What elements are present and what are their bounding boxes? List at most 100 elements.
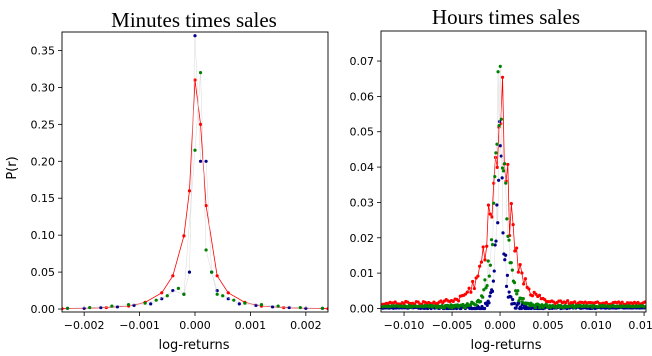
hours-data-point (488, 212, 492, 216)
hours-data-point (643, 300, 646, 304)
hours-y-tick-label: 0.07 (350, 55, 375, 68)
hours-data-point (498, 64, 502, 68)
hours-data-point (521, 297, 525, 301)
minutes-x-tick-label: −0.001 (119, 319, 160, 332)
hours-data-point (498, 144, 502, 148)
minutes-data-point (282, 305, 286, 310)
minutes-series-2 (65, 34, 325, 310)
hours-data-point (518, 263, 522, 267)
minutes-y-tick-label: 0.30 (31, 81, 56, 94)
hours-data-point (471, 279, 475, 284)
minutes-y-tick-label: 0.05 (31, 266, 56, 279)
hours-data-point (510, 268, 514, 272)
hours-data-point (534, 292, 538, 296)
minutes-chart: Minutes times sales log-returns P(r) 0.0… (5, 8, 329, 353)
hours-data-point (573, 300, 577, 304)
hours-data-point (483, 278, 487, 282)
minutes-data-point (182, 234, 186, 238)
hours-data-point (516, 270, 520, 274)
minutes-data-point (210, 270, 214, 274)
minutes-series-1-line (62, 79, 328, 310)
minutes-data-point (215, 292, 219, 296)
hours-data-point (500, 166, 505, 170)
minutes-data-point (276, 304, 280, 308)
hours-data-point (505, 217, 509, 221)
hours-y-tick-label: 0.02 (350, 232, 375, 245)
hours-series-1 (381, 75, 646, 307)
minutes-axes-frame (61, 31, 329, 313)
minutes-data-point (160, 291, 164, 295)
hours-data-point (507, 290, 511, 294)
hours-data-point (503, 258, 507, 262)
hours-data-point (495, 203, 499, 207)
minutes-y-tick-label: 0.25 (31, 118, 56, 131)
hours-data-point (489, 238, 494, 242)
minutes-series-1 (62, 78, 328, 311)
hours-data-point (544, 302, 548, 306)
minutes-data-point (187, 189, 192, 193)
minutes-x-tick-label: 0.000 (179, 319, 211, 332)
minutes-data-point (176, 286, 180, 290)
minutes-chart-y-axis-label: P(r) (5, 156, 20, 179)
hours-data-point (566, 299, 570, 303)
minutes-data-point (198, 122, 203, 126)
minutes-data-point (182, 292, 186, 296)
hours-data-point (493, 243, 497, 247)
hours-data-point (469, 290, 473, 294)
hours-chart-x-axis-label: log-returns (470, 338, 541, 353)
minutes-data-point (104, 305, 108, 310)
hours-data-point (494, 239, 498, 243)
minutes-series-2-guide (67, 35, 323, 309)
hours-data-point (494, 151, 498, 155)
hours-data-point (483, 306, 487, 311)
minutes-data-point (143, 301, 147, 305)
hours-data-point (474, 303, 478, 307)
hours-data-point (487, 274, 491, 278)
minutes-data-point (165, 294, 169, 298)
minutes-data-point (320, 306, 325, 310)
hours-data-point (505, 273, 510, 277)
minutes-chart-title: Minutes times sales (111, 8, 277, 32)
hours-data-point (472, 286, 476, 291)
hours-y-tick-label: 0.06 (350, 90, 375, 103)
minutes-data-point (237, 302, 241, 306)
minutes-chart-x-axis-label: log-returns (158, 338, 229, 353)
minutes-data-point (232, 298, 236, 302)
hours-data-point (492, 201, 496, 205)
hours-data-point (476, 274, 480, 278)
minutes-data-point (132, 303, 136, 307)
hours-data-point (402, 302, 406, 306)
hours-x-tick-label: 0.010 (580, 319, 612, 332)
hours-data-point (497, 178, 501, 182)
hours-x-tick-label: 0.000 (484, 319, 516, 332)
minutes-data-point (226, 297, 230, 301)
hours-chart-title: Hours times sales (432, 5, 580, 29)
minutes-data-point (304, 306, 308, 310)
minutes-series-3 (65, 71, 325, 310)
minutes-data-point (226, 291, 230, 295)
hours-data-point (516, 289, 520, 293)
hours-data-point (486, 259, 490, 263)
hours-y-tick-label: 0.00 (350, 302, 375, 315)
minutes-data-point (204, 248, 208, 252)
minutes-y-tick-label: 0.00 (31, 303, 56, 316)
hours-data-point (492, 181, 496, 185)
minutes-data-point (99, 305, 103, 310)
minutes-data-point (243, 301, 247, 305)
hours-plot-area (381, 64, 646, 311)
hours-data-point (504, 284, 509, 289)
hours-y-tick-label: 0.03 (350, 196, 375, 209)
minutes-x-tick-label: −0.002 (64, 319, 105, 332)
hours-data-point (523, 277, 528, 281)
minutes-data-point (198, 159, 203, 163)
minutes-data-point (88, 305, 92, 310)
hours-data-point (496, 70, 500, 74)
minutes-y-tick-label: 0.20 (31, 155, 56, 168)
hours-data-point (492, 269, 496, 273)
hours-data-point (485, 244, 489, 248)
hours-data-point (479, 260, 484, 264)
hours-data-point (481, 295, 485, 299)
hours-data-point (530, 294, 535, 298)
hours-data-point (451, 299, 455, 303)
hours-data-point (520, 271, 524, 275)
